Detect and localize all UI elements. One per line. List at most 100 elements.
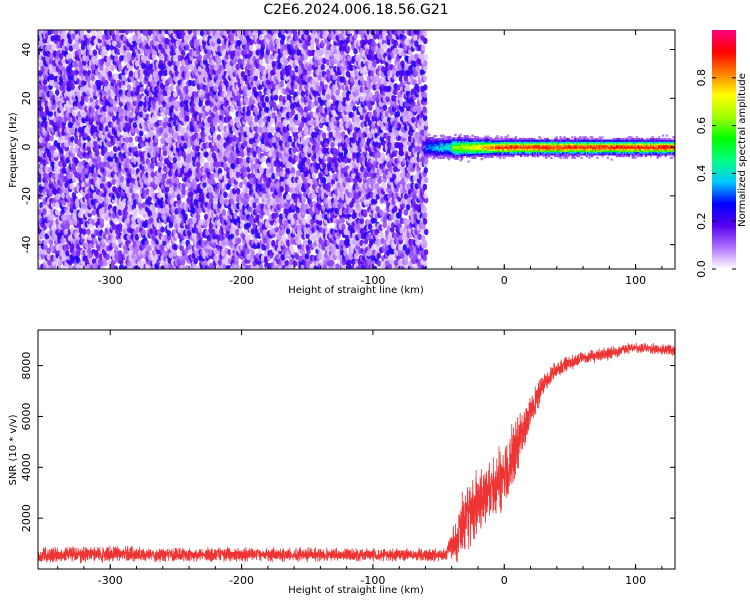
spectrogram-cell [119,204,125,211]
spectrogram-cell [213,85,218,92]
spectrogram-cell [38,30,43,37]
spectrogram-cell [72,265,77,269]
spectrogram-cell [234,130,239,137]
spectrogram-cell [145,263,150,269]
spectrogram-cell [61,214,66,221]
spectrogram-cell [70,83,76,91]
spectrogram-cell [134,193,140,200]
spectrogram-cell [103,146,108,153]
spectrogram-cell [246,89,252,97]
spectrogram-cell [137,196,143,203]
spectrogram-cell [117,209,123,216]
spectrogram-cell [124,30,130,35]
spectrogram-cell [105,65,110,73]
spectrogram-cell [181,49,186,57]
spectrogram-cell [229,119,234,126]
spectrogram-cell [210,173,215,180]
spectrogram-cell [43,85,48,92]
spectrogram-cell [128,249,133,256]
spectrogram-cell [117,250,123,257]
spectrogram-cell [139,86,145,93]
spectrogram-cell [144,239,149,246]
spectrogram-cell [82,228,87,235]
spectrogram-cells [38,30,675,269]
spectrogram-cell [66,132,71,139]
spectrogram-cell [128,70,134,77]
spectrogram-cell [217,57,222,64]
spectrogram-cell [73,157,79,164]
spectrogram-cell [86,228,91,235]
spectrogram-cell [292,260,298,267]
spectrogram-cell [99,217,105,225]
spectrogram-cell [150,162,155,169]
spectrogram-cell [158,53,164,61]
spectrogram-cell [249,38,254,46]
spectrogram-cell [258,58,264,66]
spectrogram-cell [109,151,114,158]
spectrogram-cell [104,214,109,221]
spectrogram-cell [48,238,54,246]
spectrogram-cell [118,64,123,72]
spectrogram-cell [85,176,90,184]
spectrogram-cell [128,116,134,124]
spectrogram-cell [138,111,144,118]
spectrogram-cell [185,44,190,51]
spectrogram-cell [40,229,46,237]
spectrogram-cell [121,84,126,91]
spectrogram-cell [235,187,241,195]
spectrogram-cell [54,208,60,216]
spectrogram-cell [107,115,112,122]
spectrogram-cell [46,253,51,261]
spectrogram-cell [131,192,136,200]
spectrogram-cell [269,127,275,134]
spectrogram-cell [55,193,60,201]
spectrogram-cell [250,249,255,257]
spectrogram-cell [243,95,249,103]
spectrogram-cell [87,111,92,118]
spectrogram-cell [290,203,295,210]
spectrogram-cell [89,264,94,269]
spectrogram-cell [101,110,107,118]
spectrogram-cell [290,167,296,174]
spectrogram-cell [55,167,61,175]
spectrogram-cell [72,207,78,215]
spectrogram-cell [173,244,178,251]
spectrogram-cell [98,202,103,210]
spectrogram-cell [64,187,70,194]
spectrogram-cell [61,30,66,36]
spectrogram-cell [122,131,128,139]
spectrogram-cell [159,126,164,134]
spectrogram-cell [91,30,96,37]
spectrogram-cell [84,96,89,103]
spectrogram-cell [223,191,228,199]
spectrogram-cell [292,126,298,133]
spectrogram-cell [58,63,64,71]
spectrogram-cell [44,30,49,34]
spectrogram-cell [123,55,128,62]
spectrogram-cell [94,150,100,157]
spectrogram-cell [191,232,197,240]
spectrogram-cell [69,183,74,190]
spectrogram-cell [116,130,122,138]
spectrogram-cell [42,116,48,123]
spectrogram-cell [98,132,103,139]
spectrogram-cell [86,32,91,39]
spectrogram-cell [71,191,77,199]
spectrogram-cell [281,34,286,41]
spectrogram-cell [71,163,77,170]
spectrogram-cell [50,161,56,168]
spectrogram-cell [140,120,146,128]
spectrogram-cell [128,30,134,34]
spectrogram-cell [248,50,254,57]
spectrogram-cell [64,140,69,148]
spectrogram-cell [248,44,254,51]
spectrogram-cell [92,49,98,56]
spectrogram-cell [258,126,264,134]
spectrogram-cell [187,243,193,251]
spectrogram-cell [126,84,132,91]
spectrogram-cell [52,188,58,196]
spectrogram-cell [139,130,144,137]
spectrogram-cell [269,167,274,174]
figure-title: C2E6.2024.006.18.56.G21 [263,2,448,18]
spectrogram-cell [124,136,130,144]
